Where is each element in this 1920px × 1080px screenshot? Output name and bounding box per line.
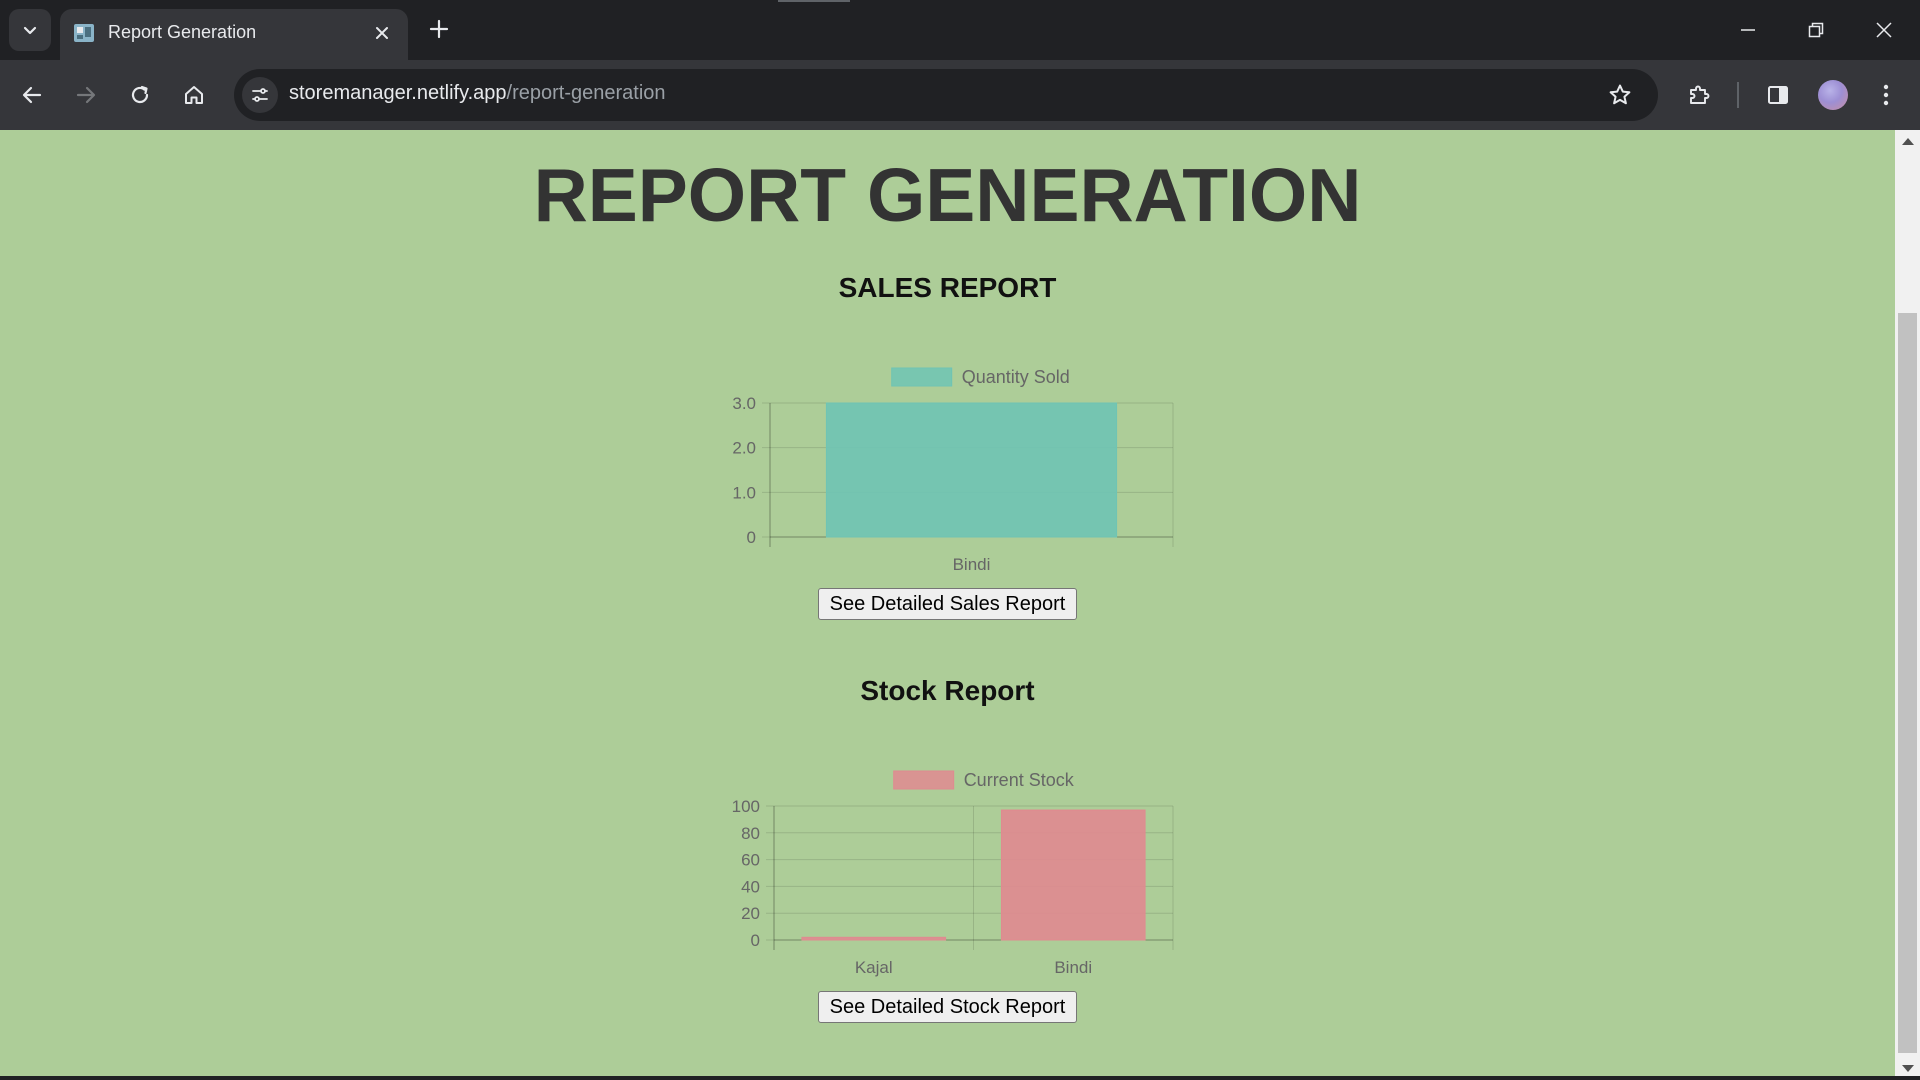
home-icon xyxy=(185,86,203,104)
legend-swatch xyxy=(893,770,955,790)
page-viewport: REPORT GENERATION SALES REPORT Quantity … xyxy=(0,130,1895,1080)
x-tick-label: Bindi xyxy=(1054,958,1092,977)
site-info-button[interactable] xyxy=(242,77,278,113)
y-tick-label: 100 xyxy=(732,797,760,816)
window-bottom-edge xyxy=(0,1076,1920,1080)
y-tick-label: 2.0 xyxy=(732,439,756,458)
legend-label: Current Stock xyxy=(964,770,1075,790)
active-tab[interactable]: Report Generation xyxy=(60,9,408,60)
sales-report-heading: SALES REPORT xyxy=(838,272,1057,303)
side-panel-icon xyxy=(1768,86,1788,104)
url-host: storemanager.netlify.app xyxy=(289,82,507,104)
minimize-button[interactable] xyxy=(1714,0,1782,60)
restore-icon xyxy=(1808,22,1824,38)
browser-toolbar: storemanager.netlify.app/report-generati… xyxy=(0,60,1920,130)
x-tick-label: Kajal xyxy=(855,958,893,977)
y-tick-label: 0 xyxy=(751,931,760,950)
y-tick-label: 0 xyxy=(747,528,756,547)
address-bar[interactable]: storemanager.netlify.app/report-generati… xyxy=(234,69,1658,121)
detailed-sales-report-button[interactable]: See Detailed Sales Report xyxy=(818,588,1077,620)
puzzle-icon xyxy=(1690,85,1710,104)
side-panel-button[interactable] xyxy=(1760,77,1796,113)
reload-icon xyxy=(131,85,149,104)
stock-chart-svg: Current Stock 100 80 60 40 20 0 Kajal Bindi xyxy=(732,770,1174,977)
arrow-left-icon xyxy=(22,86,42,104)
more-vertical-icon xyxy=(1883,84,1889,106)
y-tick-label: 60 xyxy=(741,851,760,870)
reload-button[interactable] xyxy=(122,77,158,113)
sales-chart-svg: Quantity Sold 3.0 2.0 1.0 0 Bindi xyxy=(732,367,1174,574)
page-title: REPORT GENERATION xyxy=(533,153,1362,237)
restore-button[interactable] xyxy=(1782,0,1850,60)
detailed-stock-report-button[interactable]: See Detailed Stock Report xyxy=(818,991,1077,1023)
bar-bindi xyxy=(825,402,1118,538)
y-tick-label: 1.0 xyxy=(732,483,756,502)
star-icon xyxy=(1609,84,1631,105)
y-tick-label: 40 xyxy=(741,877,760,896)
tab-search-button[interactable] xyxy=(9,9,51,51)
toolbar-divider xyxy=(1737,82,1739,108)
bar-kajal xyxy=(801,936,947,941)
bookmark-button[interactable] xyxy=(1604,79,1636,111)
forward-button[interactable] xyxy=(68,77,104,113)
vertical-scrollbar[interactable] xyxy=(1895,130,1920,1080)
store-favicon-icon xyxy=(74,24,94,42)
scroll-thumb[interactable] xyxy=(1898,313,1917,1053)
stock-chart: Current Stock 100 80 60 40 20 0 Kajal Bindi xyxy=(718,763,1178,1003)
arrow-right-icon xyxy=(76,86,96,104)
tab-strip: Report Generation xyxy=(0,0,1920,60)
y-tick-label: 3.0 xyxy=(732,394,756,413)
sales-chart: Quantity Sold 3.0 2.0 1.0 0 Bindi xyxy=(718,360,1178,600)
close-icon xyxy=(376,27,388,39)
tab-drag-indicator xyxy=(778,0,850,2)
scroll-down-arrow-icon[interactable] xyxy=(1902,1065,1914,1072)
scroll-up-arrow-icon[interactable] xyxy=(1902,138,1914,145)
profile-avatar[interactable] xyxy=(1818,80,1848,110)
tune-icon xyxy=(252,88,268,102)
plus-icon xyxy=(429,19,449,39)
extensions-button[interactable] xyxy=(1681,77,1717,113)
x-tick-label: Bindi xyxy=(953,555,991,574)
close-window-icon xyxy=(1876,22,1892,38)
legend-swatch xyxy=(891,367,953,387)
stock-report-heading: Stock Report xyxy=(860,675,1035,706)
url-text[interactable]: storemanager.netlify.app/report-generati… xyxy=(289,82,666,105)
legend-label: Quantity Sold xyxy=(962,367,1070,387)
y-tick-label: 20 xyxy=(741,904,760,923)
menu-button[interactable] xyxy=(1868,77,1904,113)
minimize-icon xyxy=(1741,29,1755,31)
home-button[interactable] xyxy=(176,77,212,113)
tab-close-button[interactable] xyxy=(368,19,396,47)
chevron-down-icon xyxy=(23,26,37,35)
url-path: /report-generation xyxy=(506,82,666,104)
close-window-button[interactable] xyxy=(1850,0,1918,60)
bar-bindi xyxy=(1000,809,1146,941)
back-button[interactable] xyxy=(14,77,50,113)
tab-title: Report Generation xyxy=(108,22,257,42)
new-tab-button[interactable] xyxy=(422,12,456,46)
y-tick-label: 80 xyxy=(741,824,760,843)
